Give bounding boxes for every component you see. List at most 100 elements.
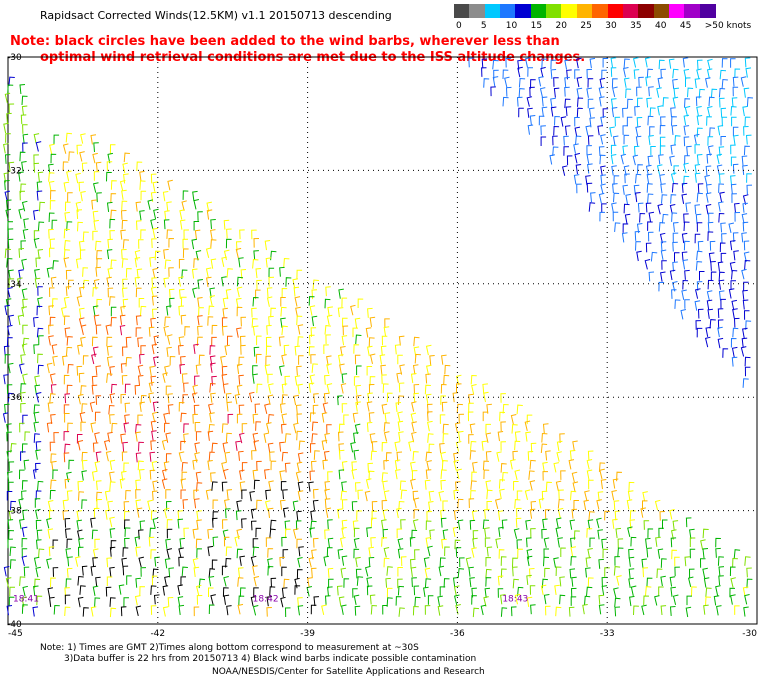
wind-barb <box>343 414 349 424</box>
wind-barb <box>135 201 142 212</box>
wind-barb <box>572 481 579 492</box>
wind-barb <box>717 337 724 349</box>
wind-barb <box>691 586 697 596</box>
wind-barb <box>719 69 727 80</box>
wind-barb <box>255 527 262 538</box>
wind-barb <box>356 576 364 586</box>
wind-barb <box>119 314 126 325</box>
legend-label: 10 <box>505 21 518 31</box>
wind-barb <box>63 315 70 326</box>
wind-barb <box>35 441 42 452</box>
wind-barb <box>309 527 315 538</box>
wind-barb <box>223 576 229 587</box>
wind-barb <box>482 411 489 422</box>
wind-barb <box>452 392 459 403</box>
wind-barb <box>384 318 390 328</box>
wind-barb <box>182 248 189 258</box>
wind-barb <box>587 519 594 530</box>
wind-barb <box>484 508 490 519</box>
wind-barb <box>236 528 243 540</box>
wind-barb <box>312 488 319 499</box>
wind-barb <box>721 58 728 68</box>
wind-barb <box>109 459 116 471</box>
wind-barb <box>620 153 627 165</box>
wind-barb <box>398 607 405 617</box>
wind-barb <box>292 500 299 511</box>
wind-barb <box>238 257 244 268</box>
wind-barb <box>394 441 400 452</box>
wind-barb <box>366 422 373 432</box>
wind-barb <box>249 491 255 502</box>
x-tick-label: -42 <box>150 629 165 639</box>
wind-barb <box>718 290 725 301</box>
wind-barb <box>296 510 302 521</box>
wind-barb <box>336 585 343 596</box>
wind-barb <box>266 287 273 298</box>
wind-barb <box>715 537 721 548</box>
wind-barb <box>730 337 737 348</box>
wind-barb <box>484 527 490 538</box>
wind-barb <box>643 595 650 606</box>
wind-barb <box>94 461 101 472</box>
wind-barb <box>297 383 303 395</box>
wind-barb <box>641 604 647 616</box>
wind-barb <box>623 77 630 88</box>
wind-barb <box>281 413 287 424</box>
wind-barb <box>658 281 665 292</box>
wind-barb <box>151 295 158 306</box>
wind-barb <box>92 210 99 221</box>
legend-label: 40 <box>654 21 667 31</box>
wind-barb <box>437 605 444 616</box>
wind-barb <box>590 192 596 203</box>
wind-barb <box>326 424 332 434</box>
wind-barb <box>410 478 416 490</box>
wind-barb <box>669 509 675 520</box>
wind-barb <box>744 259 751 270</box>
wind-barb <box>296 569 303 579</box>
wind-barb <box>193 199 200 210</box>
wind-barb <box>49 316 56 327</box>
wind-barb <box>8 278 15 288</box>
wind-barb <box>646 97 652 108</box>
wind-barb <box>122 278 128 289</box>
wind-barb <box>470 374 477 385</box>
wind-barb <box>668 58 675 69</box>
wind-barb <box>440 395 447 405</box>
wind-barb <box>236 548 243 559</box>
wind-barb <box>251 307 257 318</box>
wind-barb <box>425 537 432 548</box>
wind-barb <box>192 287 198 298</box>
wind-barb <box>309 305 316 316</box>
wind-barb <box>265 345 272 356</box>
wind-barb <box>622 184 628 195</box>
wind-barb <box>197 279 203 290</box>
wind-barb <box>426 460 432 471</box>
wind-barb <box>709 127 716 137</box>
wind-barb <box>413 384 420 394</box>
wind-barb <box>197 325 203 336</box>
wind-barb <box>123 152 130 163</box>
wind-barb <box>624 213 631 224</box>
wind-barb <box>694 164 701 175</box>
wind-barb <box>48 287 55 298</box>
wind-barb <box>411 431 417 443</box>
wind-barb <box>6 112 12 123</box>
wind-barb <box>95 240 102 251</box>
wind-barb <box>718 87 726 98</box>
wind-barb <box>397 585 405 596</box>
wind-barb <box>284 462 291 473</box>
wind-barb <box>397 411 403 422</box>
wind-barb <box>744 57 751 68</box>
wind-barb <box>178 288 185 299</box>
wind-barb <box>569 450 576 461</box>
wind-barb <box>280 596 286 608</box>
wind-barb <box>588 511 595 521</box>
wind-barb <box>137 337 143 348</box>
wind-barb <box>647 528 654 538</box>
wind-barb <box>95 266 101 277</box>
wind-barb <box>150 173 157 184</box>
wind-barb <box>544 567 550 578</box>
y-tick-label: -36 <box>7 393 22 403</box>
wind-barb <box>369 353 376 365</box>
wind-barb <box>295 306 301 318</box>
